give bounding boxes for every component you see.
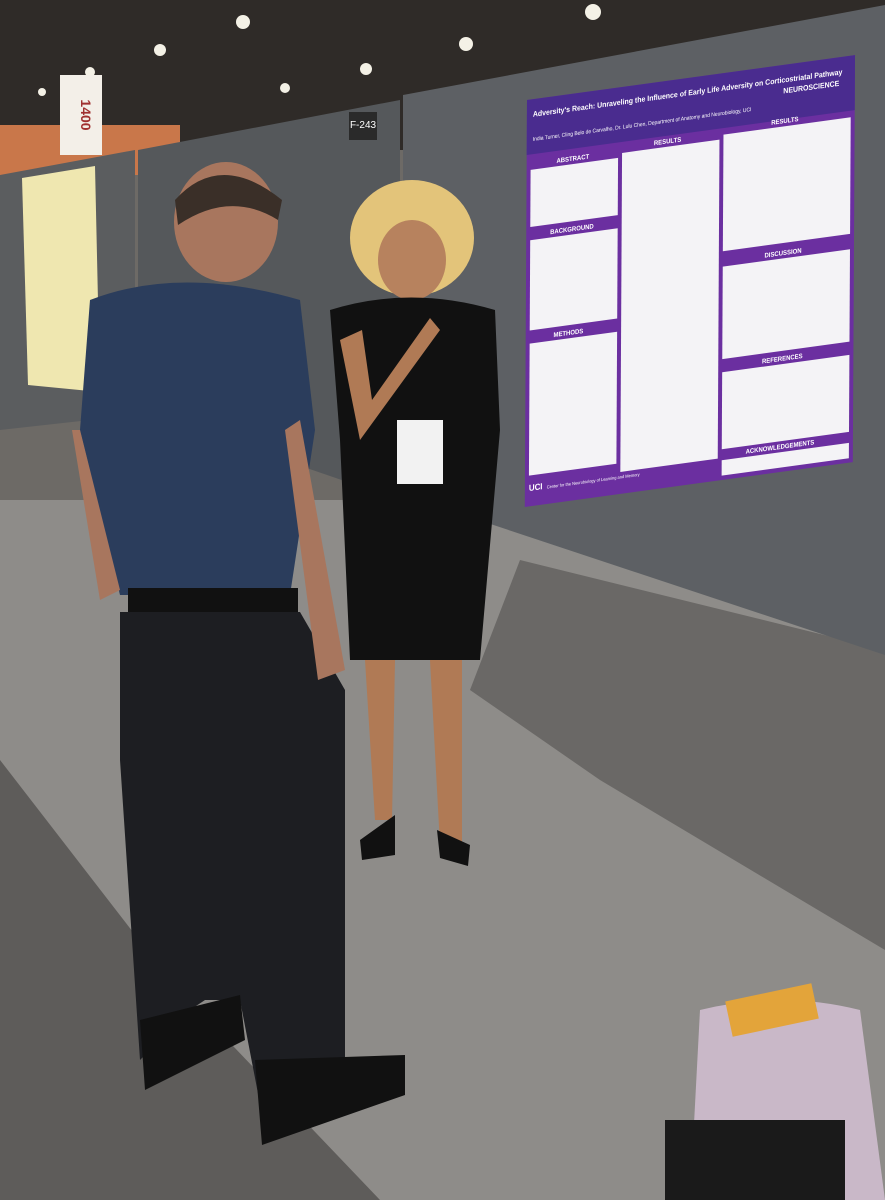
board-sign (349, 112, 377, 140)
section-header: RESULTS (771, 116, 798, 127)
presenter (330, 180, 500, 866)
poster-header (526, 55, 856, 156)
visitor (72, 162, 405, 1145)
aisle-number: 1400 (78, 99, 94, 130)
main-poster: Adversity's Reach: Unraveling the Influe… (524, 55, 856, 508)
poster-panels (528, 117, 851, 476)
carpet-right (470, 560, 885, 950)
floor-bag (665, 983, 885, 1200)
board-number: F-243 (350, 120, 377, 131)
section-header: ABSTRACT (556, 153, 589, 165)
section-header: METHODS (554, 328, 584, 339)
section-header: RESULTS (654, 136, 681, 147)
aisle-sign (60, 75, 102, 155)
poster-footer-logo: UCI (529, 481, 543, 493)
ceiling-lights (38, 4, 601, 96)
poster-left (22, 166, 100, 392)
carpet-left (0, 760, 380, 1200)
